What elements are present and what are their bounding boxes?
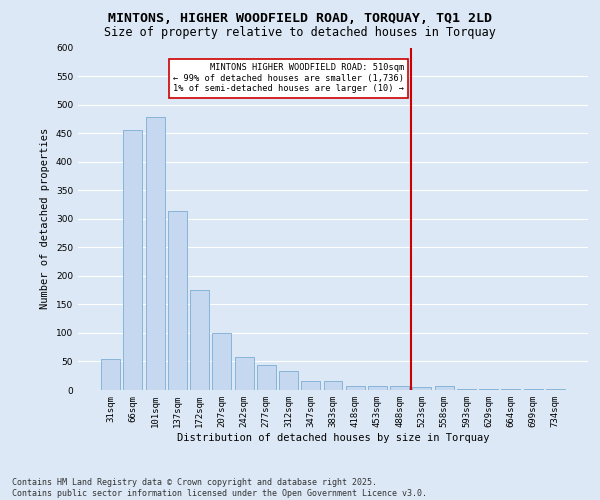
Text: Size of property relative to detached houses in Torquay: Size of property relative to detached ho… bbox=[104, 26, 496, 39]
Bar bbox=[301, 382, 320, 390]
Bar bbox=[368, 386, 387, 390]
Bar bbox=[279, 371, 298, 390]
Text: Contains HM Land Registry data © Crown copyright and database right 2025.
Contai: Contains HM Land Registry data © Crown c… bbox=[12, 478, 427, 498]
Bar bbox=[146, 117, 164, 390]
Y-axis label: Number of detached properties: Number of detached properties bbox=[40, 128, 50, 310]
Bar bbox=[412, 387, 431, 390]
Bar bbox=[323, 382, 343, 390]
Bar bbox=[257, 366, 276, 390]
Bar bbox=[435, 386, 454, 390]
Bar bbox=[190, 290, 209, 390]
Bar bbox=[235, 357, 254, 390]
Text: MINTONS, HIGHER WOODFIELD ROAD, TORQUAY, TQ1 2LD: MINTONS, HIGHER WOODFIELD ROAD, TORQUAY,… bbox=[108, 12, 492, 26]
Bar bbox=[168, 212, 187, 390]
Bar bbox=[124, 130, 142, 390]
Bar bbox=[390, 386, 409, 390]
Text: MINTONS HIGHER WOODFIELD ROAD: 510sqm
← 99% of detached houses are smaller (1,73: MINTONS HIGHER WOODFIELD ROAD: 510sqm ← … bbox=[173, 64, 404, 94]
Bar bbox=[101, 358, 120, 390]
Bar bbox=[346, 386, 365, 390]
X-axis label: Distribution of detached houses by size in Torquay: Distribution of detached houses by size … bbox=[177, 432, 489, 442]
Bar bbox=[212, 333, 231, 390]
